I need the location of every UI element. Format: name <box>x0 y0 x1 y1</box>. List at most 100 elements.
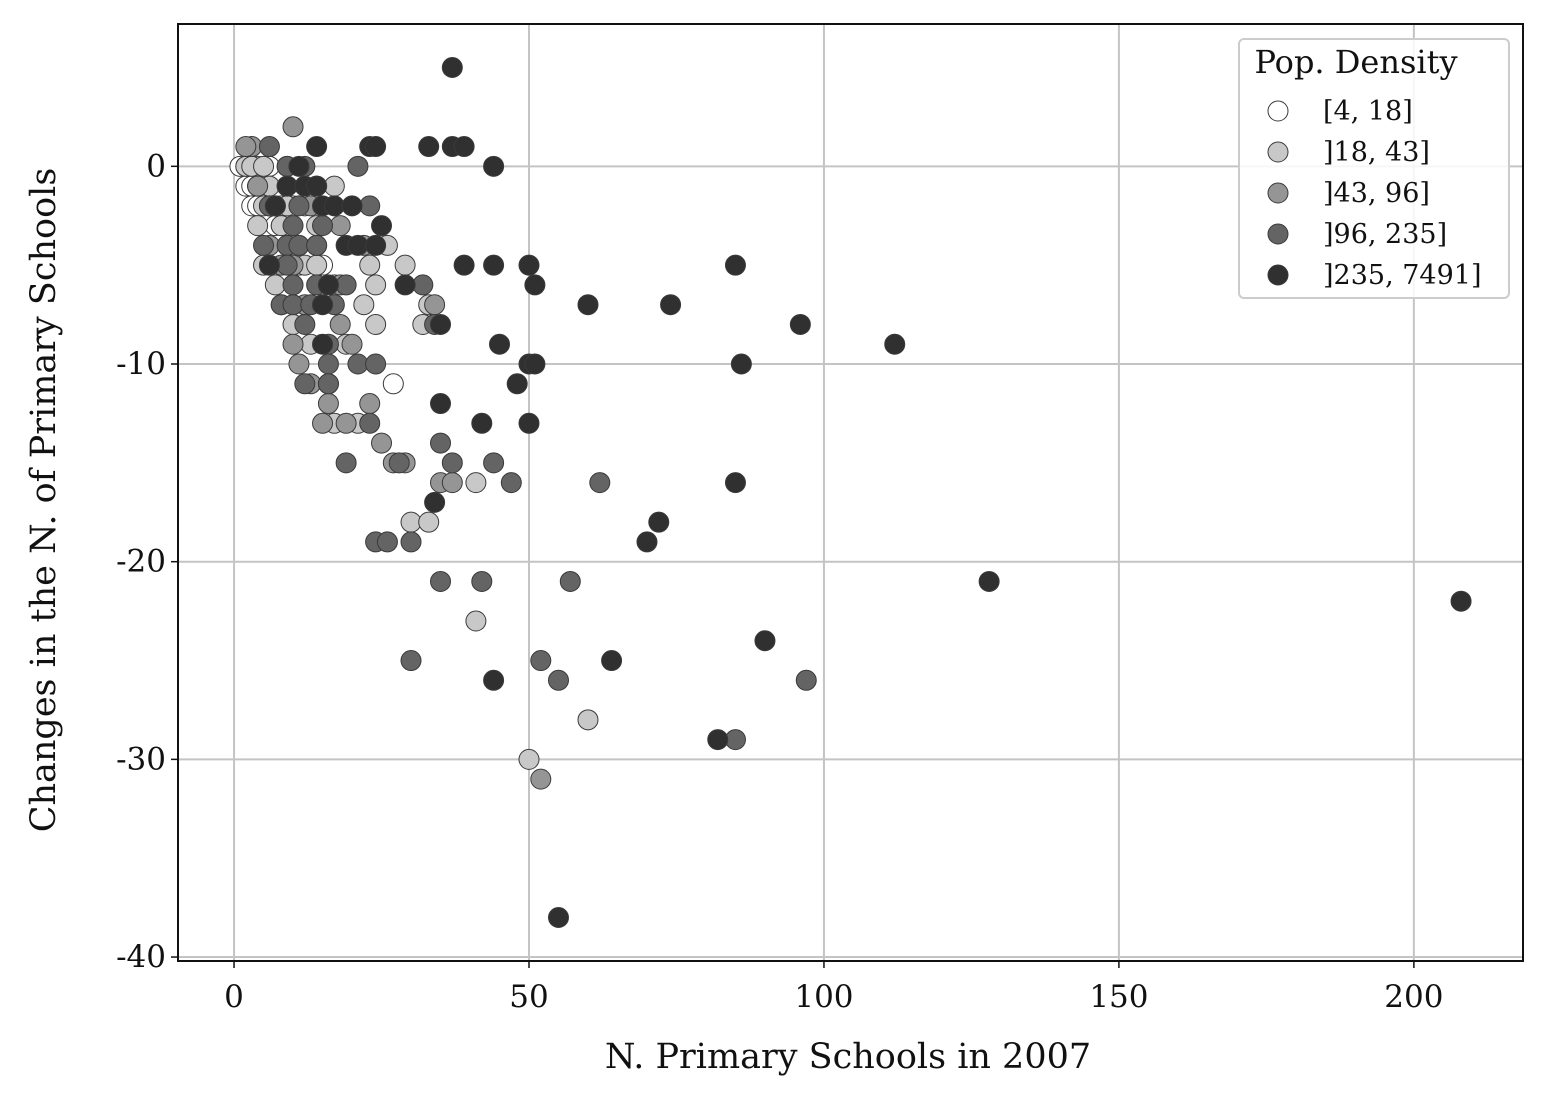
data-point <box>371 215 393 237</box>
data-point <box>365 136 387 158</box>
data-point <box>353 294 375 316</box>
legend-marker <box>1267 223 1289 245</box>
y-tick-label: -30 <box>116 741 166 777</box>
data-point <box>288 234 310 256</box>
data-point <box>589 472 611 494</box>
data-point <box>724 729 746 751</box>
data-point <box>430 570 452 592</box>
y-axis-label: Changes in the N. of Primary Schools <box>24 168 64 833</box>
data-point <box>282 215 304 237</box>
x-tick-label: 50 <box>509 979 548 1015</box>
data-point <box>730 353 752 375</box>
data-point <box>601 650 623 672</box>
data-point <box>524 274 546 296</box>
data-point <box>547 907 569 929</box>
data-point <box>489 333 511 355</box>
data-point <box>724 254 746 276</box>
data-point <box>884 333 906 355</box>
y-tick-label: -10 <box>116 346 166 382</box>
data-point <box>235 136 257 158</box>
legend-box <box>1238 38 1510 299</box>
data-point <box>636 531 658 553</box>
data-point <box>312 333 334 355</box>
data-point <box>394 254 416 276</box>
data-point <box>276 175 298 197</box>
data-point <box>341 195 363 217</box>
legend-marker <box>1267 182 1289 204</box>
data-point <box>524 353 546 375</box>
data-point <box>483 254 505 276</box>
axis-ticks: 0 50 100 150 200 0 -10 -20 -30 -40 <box>116 148 1443 1015</box>
data-point <box>400 531 422 553</box>
data-point <box>371 432 393 454</box>
data-point <box>648 511 670 533</box>
data-point <box>530 768 552 790</box>
data-point <box>329 215 351 237</box>
legend-label: ]96, 235] <box>1323 219 1447 250</box>
data-point <box>365 274 387 296</box>
data-point <box>400 650 422 672</box>
data-point <box>400 511 422 533</box>
data-point <box>282 294 304 316</box>
grid <box>178 24 1523 961</box>
data-point <box>441 56 463 78</box>
x-tick-label: 0 <box>224 979 244 1015</box>
data-point <box>530 650 552 672</box>
data-point <box>471 412 493 434</box>
data-point <box>347 155 369 177</box>
data-point <box>483 669 505 691</box>
data-point <box>518 748 540 770</box>
data-point <box>412 274 434 296</box>
x-tick-label: 100 <box>794 979 853 1015</box>
data-point <box>506 373 528 395</box>
data-point <box>754 630 776 652</box>
data-point <box>707 729 729 751</box>
data-point <box>258 136 280 158</box>
data-points <box>229 56 1472 929</box>
data-point <box>329 313 351 335</box>
data-point <box>317 274 339 296</box>
data-point <box>577 709 599 731</box>
legend-label: ]18, 43] <box>1323 137 1430 168</box>
data-point <box>317 353 339 375</box>
data-point <box>430 313 452 335</box>
data-point <box>317 373 339 395</box>
x-tick-label: 200 <box>1384 979 1443 1015</box>
legend-label: ]43, 96] <box>1323 178 1430 209</box>
series-group <box>258 56 1472 929</box>
legend-marker <box>1267 264 1289 286</box>
data-point <box>577 294 599 316</box>
data-point <box>306 254 328 276</box>
legend-label: [4, 18] <box>1323 96 1413 127</box>
legend: Pop. Density [4, 18]]18, 43]]43, 96]]96,… <box>1238 38 1510 299</box>
data-point <box>359 195 381 217</box>
data-point <box>1450 590 1472 612</box>
data-point <box>294 373 316 395</box>
legend-entries: [4, 18]]18, 43]]43, 96]]96, 235]]235, 74… <box>1267 96 1481 291</box>
data-point <box>660 294 682 316</box>
data-point <box>430 432 452 454</box>
data-point <box>724 472 746 494</box>
data-point <box>317 393 339 415</box>
data-point <box>978 570 1000 592</box>
data-point <box>365 234 387 256</box>
data-point <box>282 274 304 296</box>
data-point <box>359 254 381 276</box>
data-point <box>795 669 817 691</box>
data-point <box>453 254 475 276</box>
data-point <box>306 175 328 197</box>
data-point <box>258 254 280 276</box>
x-tick-label: 150 <box>1089 979 1148 1015</box>
data-point <box>253 234 275 256</box>
data-point <box>430 393 452 415</box>
data-point <box>288 353 310 375</box>
data-point <box>365 353 387 375</box>
data-point <box>323 195 345 217</box>
data-point <box>282 333 304 355</box>
data-point <box>359 393 381 415</box>
data-point <box>789 313 811 335</box>
data-point <box>424 294 446 316</box>
data-point <box>394 274 416 296</box>
legend-marker <box>1267 141 1289 163</box>
